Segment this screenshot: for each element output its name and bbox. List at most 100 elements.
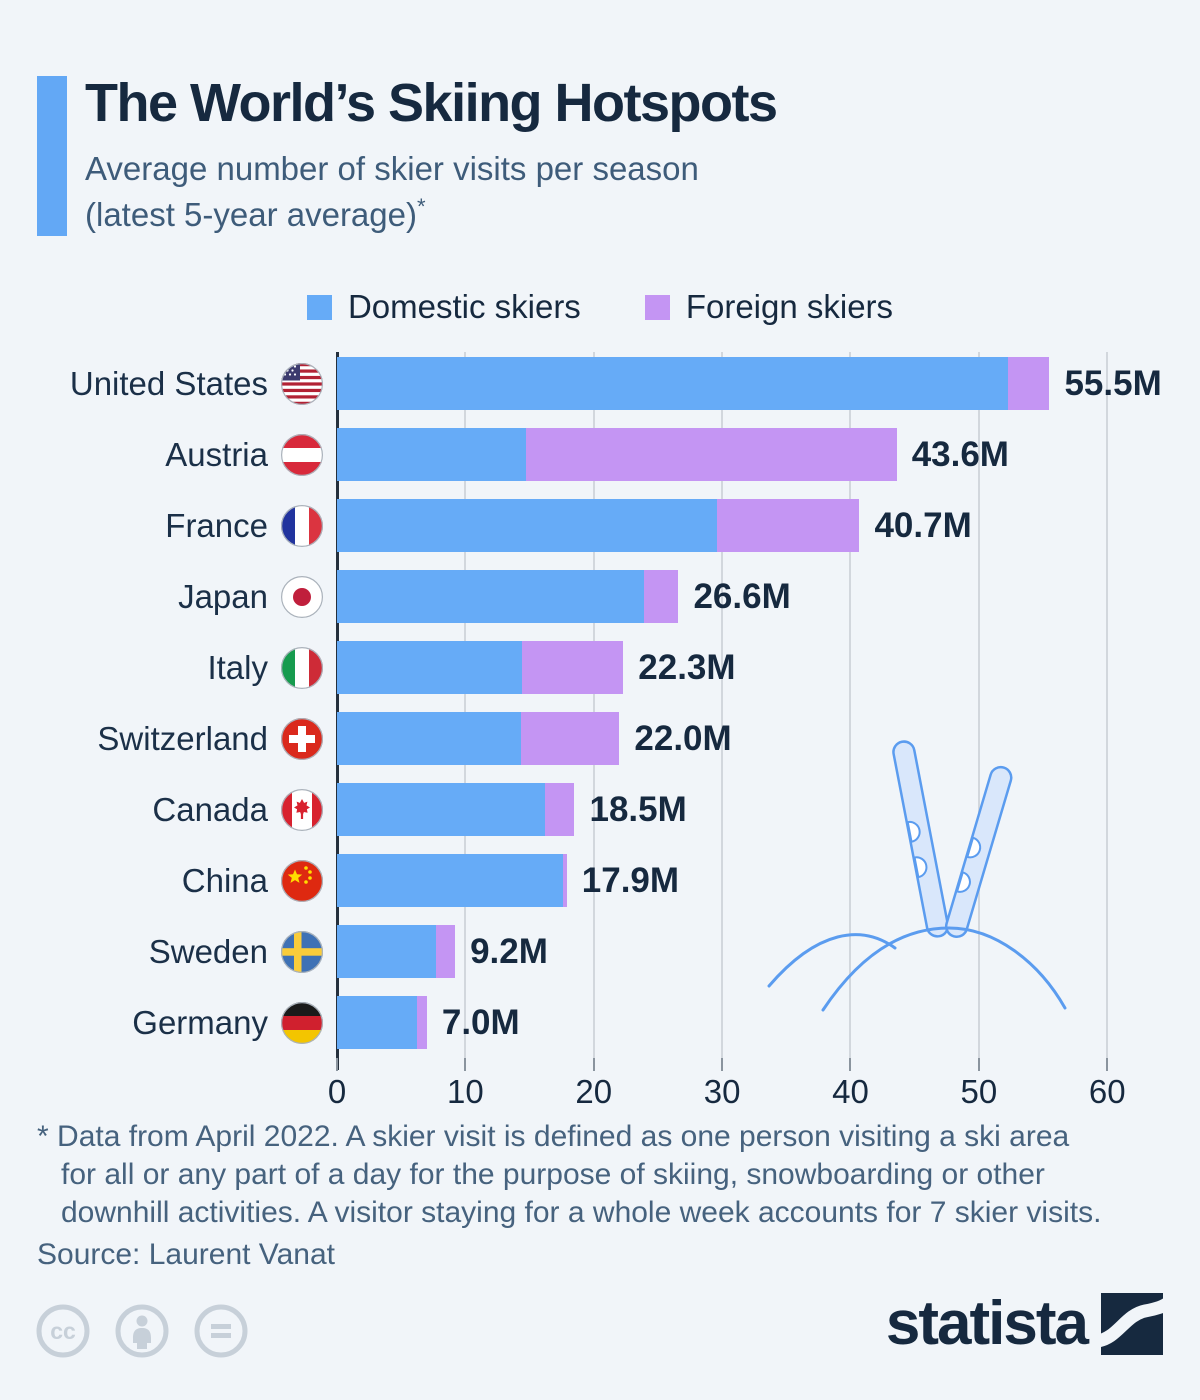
bar-segment-foreign [525, 428, 897, 481]
bar-segment-domestic [337, 428, 526, 481]
stacked-bar [337, 499, 1165, 552]
value-label: 55.5M [1064, 363, 1162, 403]
axis-tick-mark [977, 1058, 980, 1071]
axis-tick-label: 10 [447, 1073, 484, 1110]
flag-us-icon [281, 362, 323, 405]
chart-row: United States 55.5M [37, 348, 1165, 419]
bar-segment-foreign [562, 854, 567, 907]
gridline [1106, 352, 1109, 1058]
legend-label-foreign: Foreign skiers [685, 288, 894, 325]
bar-track: 22.0M [337, 712, 1165, 765]
flag-jp-icon [281, 575, 323, 618]
value-label: 26.6M [693, 576, 791, 616]
chart-rows: United States 55.5M Austria 43.6M France 40.7… [37, 348, 1165, 1058]
axis-tick-label: 30 [703, 1073, 741, 1110]
row-label-group: Italy [37, 646, 337, 689]
value-label: 17.9M [581, 860, 680, 900]
country-label: Japan [178, 577, 268, 615]
row-label-group: Germany [37, 1001, 337, 1044]
chart-row: Austria 43.6M [37, 419, 1165, 490]
stacked-bar [337, 925, 1165, 978]
value-label: 9.2M [470, 931, 548, 971]
row-label-group: Austria [37, 433, 337, 476]
value-label: 22.0M [634, 718, 732, 758]
legend-item-domestic: Domestic skiers [306, 288, 581, 326]
axis-tick-mark [849, 1058, 852, 1071]
bar-track: 17.9M [337, 854, 1165, 907]
statista-mark-icon [1101, 1293, 1163, 1355]
value-label: 43.6M [911, 434, 1009, 474]
country-label: Austria [165, 435, 268, 473]
page-title: The World’s Skiing Hotspots [85, 73, 778, 133]
gridline [721, 352, 724, 1058]
bar-segment-foreign [521, 641, 624, 694]
bar-segment-domestic [337, 783, 545, 836]
bar-segment-domestic [337, 570, 644, 623]
bar-track: 26.6M [337, 570, 1165, 623]
bar-segment-domestic [337, 854, 563, 907]
bar-segment-foreign [416, 996, 427, 1049]
svg-text:cc: cc [50, 1318, 76, 1344]
row-label-group: Canada [37, 788, 337, 831]
stacked-bar [337, 783, 1165, 836]
foreign-swatch-icon [644, 294, 670, 320]
chart-row: France 40.7M [37, 490, 1165, 561]
x-axis: 0 10 20 30 40 50 60 [328, 1058, 1165, 1110]
chart-row: Germany 7.0M [37, 987, 1165, 1058]
header: The World’s Skiing Hotspots Average numb… [37, 76, 1163, 237]
country-label: China [181, 861, 268, 899]
axis-tick-label: 60 [1088, 1073, 1126, 1110]
bar-track: 22.3M [337, 641, 1165, 694]
country-label: Germany [132, 1003, 268, 1041]
bar-segment-domestic [337, 712, 521, 765]
footnote-marker: * [37, 1120, 49, 1153]
cc-by-icon[interactable] [114, 1303, 170, 1359]
legend-item-foreign: Foreign skiers [644, 288, 894, 326]
gridline [592, 352, 595, 1058]
chart-row: Japan 26.6M [37, 561, 1165, 632]
bar-segment-foreign [544, 783, 575, 836]
country-label: United States [69, 364, 268, 402]
chart-row: Italy 22.3M [37, 632, 1165, 703]
gridline [849, 352, 852, 1058]
axis-tick-mark [464, 1058, 467, 1071]
bar-segment-foreign [435, 925, 456, 978]
bar-segment-foreign [716, 499, 860, 552]
bar-track: 18.5M [337, 783, 1165, 836]
cc-icon[interactable]: cc [35, 1303, 91, 1359]
stacked-bar [337, 854, 1165, 907]
flag-se-icon [281, 930, 323, 973]
stacked-bar [337, 428, 1165, 481]
value-label: 22.3M [638, 647, 736, 687]
flag-ch-icon [281, 717, 323, 760]
bar-segment-domestic [337, 641, 522, 694]
axis-tick-mark [1106, 1058, 1109, 1071]
country-label: Italy [207, 648, 268, 686]
title-accent-bar [37, 76, 67, 236]
stacked-bar [337, 357, 1165, 410]
statista-logo[interactable]: statista [886, 1293, 1163, 1355]
source-text: Source: Laurent Vanat [37, 1238, 335, 1271]
footnote-line: for all or any part of a day for the pur… [61, 1158, 1045, 1191]
axis-tick-mark [336, 1058, 338, 1071]
bar-segment-foreign [520, 712, 620, 765]
footnote-line: * Data from April 2022. A skier visit is… [37, 1120, 1070, 1153]
flag-cn-icon [281, 859, 323, 902]
country-label: Switzerland [97, 719, 268, 757]
skier-visits-bar-chart: United States 55.5M Austria 43.6M France 40.7… [37, 348, 1165, 1110]
country-label: Canada [152, 790, 268, 828]
grid-layer [336, 352, 1165, 1070]
stacked-bar [337, 570, 1165, 623]
bar-segment-domestic [337, 996, 417, 1049]
bar-track: 43.6M [337, 428, 1165, 481]
axis-tick-label: 20 [575, 1073, 613, 1110]
chart-row: Switzerland 22.0M [37, 703, 1165, 774]
legend-label-domestic: Domestic skiers [347, 288, 581, 325]
axis-tick-label: 0 [327, 1073, 347, 1110]
row-label-group: United States [37, 362, 337, 405]
cc-nd-icon[interactable] [193, 1303, 249, 1359]
flag-de-icon [281, 1001, 323, 1044]
header-text: The World’s Skiing Hotspots Average numb… [85, 73, 778, 237]
axis-tick-label: 40 [832, 1073, 869, 1110]
